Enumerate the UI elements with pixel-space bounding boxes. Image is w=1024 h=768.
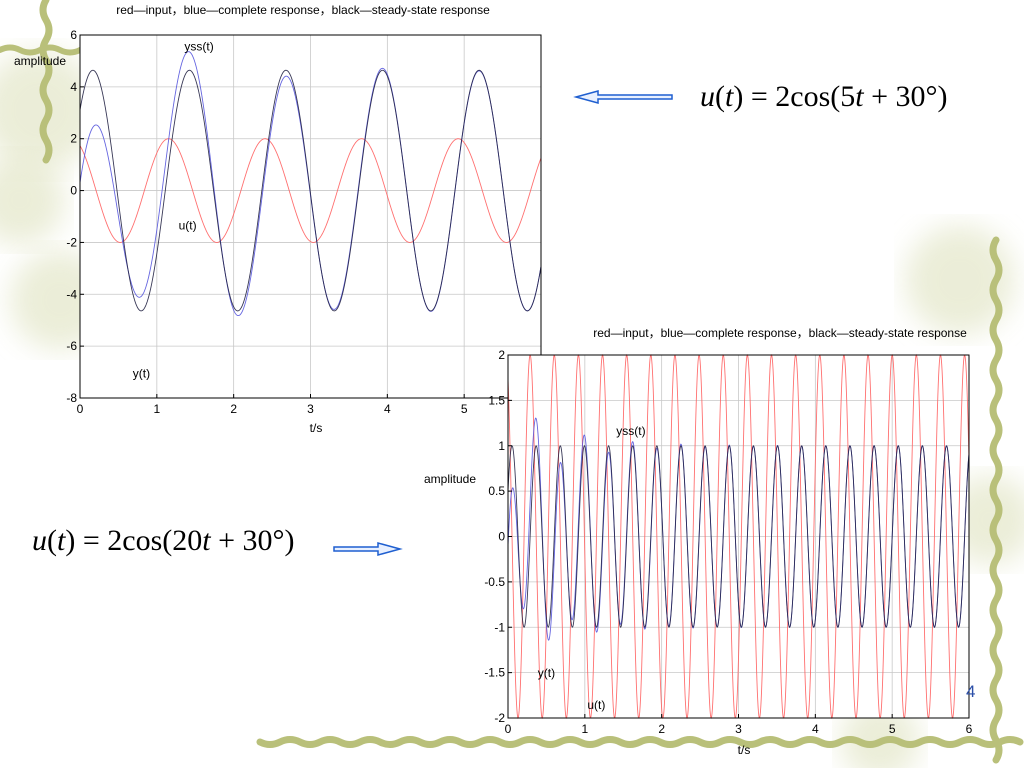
series-steady: [79, 69, 542, 312]
x-tick-label: 4: [384, 402, 391, 416]
formula-input-20t: u(t) = 2cos(20t + 30°): [32, 524, 295, 557]
vine-bottom: [256, 736, 1024, 748]
vine-right: [989, 236, 1003, 764]
annotation-label: u(t): [179, 218, 197, 232]
y-tick-label: 1.5: [488, 393, 505, 407]
formula-input-5t: u(t) = 2cos(5t + 30°): [700, 80, 948, 113]
annotation-label: u(t): [587, 698, 605, 712]
chart-bottom-ylabel: amplitude: [424, 472, 476, 486]
y-tick-label: 6: [70, 28, 77, 42]
x-tick-label: 5: [461, 402, 468, 416]
chart-top-title: red—input，blue—complete response，black—s…: [116, 3, 490, 17]
y-tick-label: -1: [494, 620, 505, 634]
chart-bottom-title: red—input，blue—complete response，black—s…: [593, 326, 967, 340]
x-tick-label: 0: [77, 402, 84, 416]
formula-time-variable: t: [855, 80, 864, 113]
y-tick-label: 2: [70, 132, 77, 146]
series-input: [79, 138, 542, 243]
x-tick-label: 6: [966, 722, 973, 736]
formula-phase: + 30°): [210, 524, 295, 557]
y-tick-label: -2: [494, 711, 505, 725]
y-tick-label: 1: [498, 439, 505, 453]
chart-top-ylabel: amplitude: [14, 54, 66, 68]
x-tick-label: 0: [505, 722, 512, 736]
x-tick-label: 2: [230, 402, 237, 416]
y-tick-label: 0: [498, 530, 505, 544]
formula-time-variable: t: [202, 524, 211, 557]
leaf-shadow: [0, 155, 65, 245]
vine-left: [39, 0, 53, 164]
annotation-label: yss(t): [184, 40, 213, 54]
y-tick-label: -2: [66, 235, 77, 249]
formula-phase: + 30°): [863, 80, 948, 113]
formula-expression: = 2cos(5: [750, 80, 856, 113]
chart-top: 0 1 2 3 4 5 -8 -6 -4 -2 0 2 4 6 yss(t) u(t) y(t) red—inpu…: [14, 3, 542, 435]
formula-function: u: [32, 524, 47, 557]
x-tick-label: 2: [658, 722, 665, 736]
y-tick-label: -8: [66, 391, 77, 405]
formula-function: u: [700, 80, 715, 113]
formula-expression: = 2cos(20: [82, 524, 203, 557]
formula-variable: t: [725, 80, 734, 113]
x-tick-label: 1: [153, 402, 160, 416]
y-tick-label: 4: [70, 80, 77, 94]
chart-bottom-xlabel: t/s: [738, 743, 751, 757]
arrow-right-icon: [333, 542, 403, 556]
formula-variable: t: [57, 524, 66, 557]
chart-top-xlabel: t/s: [310, 421, 323, 435]
annotation-label: y(t): [133, 366, 150, 380]
x-tick-label: 1: [581, 722, 588, 736]
chart-bottom: 0 1 2 3 4 5 6 -2 -1.5 -1 -0.5 0 0.5 1 1.5 2 yss(t) y(t) u(…: [424, 326, 973, 757]
y-tick-label: -0.5: [484, 575, 505, 589]
annotation-label: yss(t): [616, 424, 645, 438]
y-tick-label: 0.5: [488, 484, 505, 498]
leaf-shadow: [905, 225, 1015, 335]
page-number: 4: [966, 682, 976, 701]
arrow-left-icon: [573, 90, 673, 104]
x-tick-label: 3: [735, 722, 742, 736]
y-tick-label: -1.5: [484, 666, 505, 680]
series-steady: [507, 445, 970, 628]
x-tick-label: 4: [812, 722, 819, 736]
y-tick-label: -6: [66, 339, 77, 353]
x-tick-label: 3: [307, 402, 314, 416]
y-tick-label: -4: [66, 287, 77, 301]
x-tick-label: 5: [889, 722, 896, 736]
y-tick-label: 0: [70, 184, 77, 198]
y-tick-label: 2: [498, 348, 505, 362]
annotation-label: y(t): [538, 666, 555, 680]
